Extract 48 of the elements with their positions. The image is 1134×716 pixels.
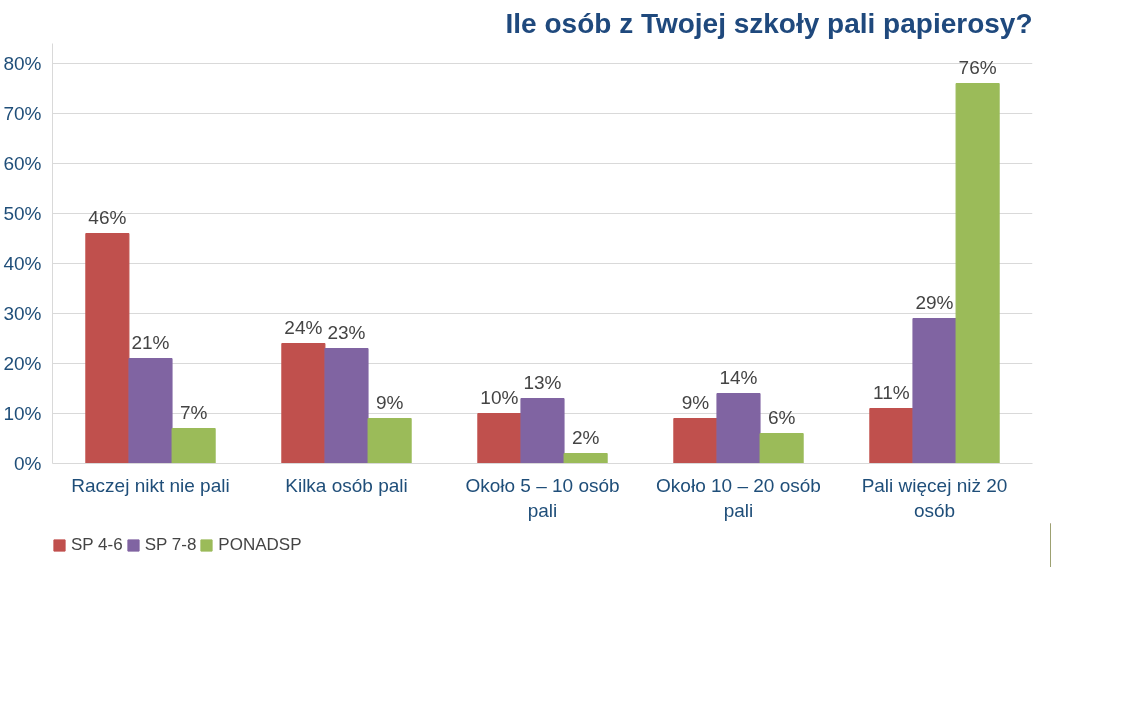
data-label: 2%	[571, 426, 600, 448]
bar	[563, 453, 608, 464]
bar	[324, 348, 369, 464]
chart-title: Ile osób z Twojej szkoły pali papierosy?	[505, 7, 1033, 39]
data-label: 6%	[767, 406, 796, 428]
y-tick-label: 10%	[3, 403, 42, 424]
legend-label: PONADSP	[218, 535, 302, 555]
data-label: 76%	[958, 56, 997, 78]
data-label: 13%	[523, 371, 562, 393]
data-label: 24%	[284, 316, 323, 338]
data-label: 21%	[131, 331, 170, 353]
legend-label: SP 4-6	[71, 535, 123, 555]
bar	[85, 233, 130, 464]
bar	[477, 413, 522, 464]
data-label: 29%	[915, 291, 954, 313]
x-tick-label: Kilka osób pali	[285, 474, 408, 496]
data-label: 46%	[88, 206, 127, 228]
y-tick-label: 60%	[3, 153, 42, 174]
x-tick-label: Raczej nikt nie pali	[71, 474, 230, 496]
x-tick-label: Około 10 – 20 osób pali	[656, 474, 821, 521]
bar	[955, 83, 1000, 464]
y-tick-label: 70%	[3, 103, 42, 124]
y-tick-label: 40%	[3, 253, 42, 274]
data-label: 10%	[480, 386, 519, 408]
bar	[673, 418, 718, 464]
x-tick-label: Pali więcej niż 20 osób	[861, 474, 1008, 521]
x-tick-label: Około 5 – 10 osób pali	[465, 474, 620, 521]
bar	[367, 418, 412, 464]
bar	[912, 318, 957, 464]
bar	[869, 408, 914, 464]
bar	[716, 393, 761, 464]
legend-label: SP 7-8	[144, 535, 197, 555]
bar	[171, 428, 216, 464]
data-label: 9%	[375, 391, 404, 413]
data-label: 14%	[719, 366, 758, 388]
y-tick-label: 80%	[3, 53, 42, 74]
bar	[128, 358, 173, 464]
data-label: 11%	[873, 381, 910, 403]
bar	[520, 398, 565, 464]
y-tick-label: 50%	[3, 203, 42, 224]
y-tick-label: 30%	[3, 303, 42, 324]
data-label: 23%	[327, 321, 366, 343]
bar	[281, 343, 326, 464]
bar	[759, 433, 804, 464]
y-tick-label: 0%	[14, 453, 42, 474]
data-label: 7%	[179, 401, 208, 423]
y-tick-label: 20%	[3, 353, 42, 374]
data-label: 9%	[681, 391, 710, 413]
